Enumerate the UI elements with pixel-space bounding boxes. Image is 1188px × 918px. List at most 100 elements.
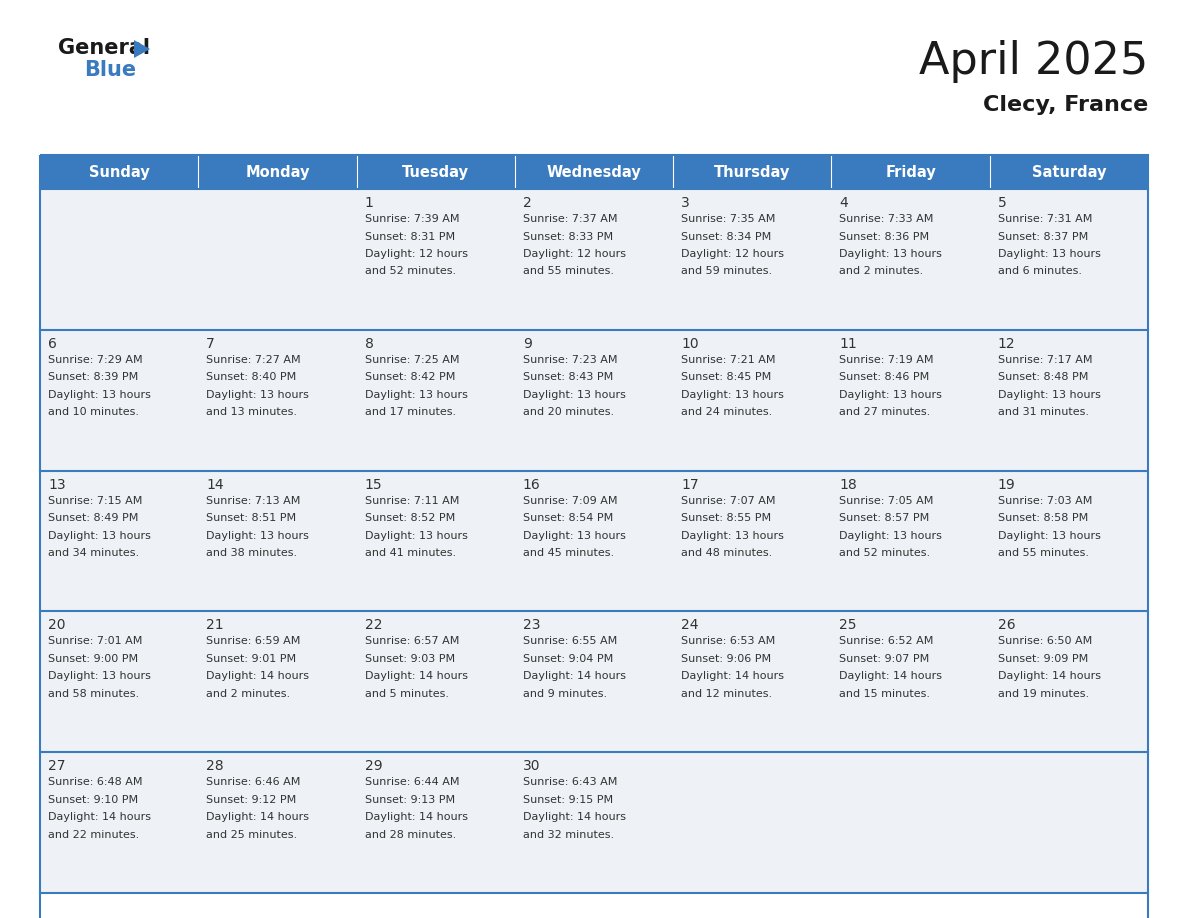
Bar (832, 752, 990, 893)
Bar (514, 611, 674, 752)
Bar (514, 155, 674, 189)
Text: 19: 19 (998, 477, 1016, 492)
Text: 23: 23 (523, 619, 541, 633)
Bar (514, 189, 674, 330)
Bar (356, 189, 514, 330)
Text: General: General (58, 38, 150, 58)
Text: Sunset: 8:45 PM: Sunset: 8:45 PM (681, 373, 771, 382)
Text: 17: 17 (681, 477, 699, 492)
Text: 7: 7 (207, 337, 215, 351)
Bar (356, 155, 514, 189)
Text: 27: 27 (48, 759, 65, 773)
Text: and 34 minutes.: and 34 minutes. (48, 548, 139, 558)
Text: Sunset: 8:52 PM: Sunset: 8:52 PM (365, 513, 455, 523)
Text: Sunset: 9:06 PM: Sunset: 9:06 PM (681, 654, 771, 664)
Text: April 2025: April 2025 (918, 40, 1148, 83)
Text: Sunset: 8:49 PM: Sunset: 8:49 PM (48, 513, 138, 523)
Text: Sunrise: 6:55 AM: Sunrise: 6:55 AM (523, 636, 617, 646)
Text: Sunrise: 7:19 AM: Sunrise: 7:19 AM (840, 354, 934, 364)
Bar (40, 189, 198, 330)
Text: 29: 29 (365, 759, 383, 773)
Text: Daylight: 13 hours: Daylight: 13 hours (998, 249, 1100, 259)
Text: Sunset: 8:31 PM: Sunset: 8:31 PM (365, 231, 455, 241)
Text: 10: 10 (681, 337, 699, 351)
Text: Sunset: 8:48 PM: Sunset: 8:48 PM (998, 373, 1088, 382)
Text: Daylight: 13 hours: Daylight: 13 hours (207, 390, 309, 400)
Text: Sunset: 9:03 PM: Sunset: 9:03 PM (365, 654, 455, 664)
Text: and 38 minutes.: and 38 minutes. (207, 548, 297, 558)
Bar (990, 155, 1148, 189)
Text: Sunset: 9:04 PM: Sunset: 9:04 PM (523, 654, 613, 664)
Text: Sunrise: 6:57 AM: Sunrise: 6:57 AM (365, 636, 459, 646)
Text: 21: 21 (207, 619, 223, 633)
Text: and 52 minutes.: and 52 minutes. (365, 266, 456, 276)
Bar (832, 330, 990, 471)
Text: Daylight: 14 hours: Daylight: 14 hours (840, 671, 942, 681)
Text: Sunset: 8:51 PM: Sunset: 8:51 PM (207, 513, 297, 523)
Text: and 2 minutes.: and 2 minutes. (840, 266, 923, 276)
Text: and 20 minutes.: and 20 minutes. (523, 408, 614, 418)
Text: Daylight: 14 hours: Daylight: 14 hours (681, 671, 784, 681)
Text: 14: 14 (207, 477, 223, 492)
Text: Sunrise: 7:09 AM: Sunrise: 7:09 AM (523, 496, 618, 506)
Text: 1: 1 (365, 196, 373, 210)
Text: Sunset: 9:07 PM: Sunset: 9:07 PM (840, 654, 930, 664)
Text: Clecy, France: Clecy, France (982, 95, 1148, 115)
Text: and 48 minutes.: and 48 minutes. (681, 548, 772, 558)
Text: Daylight: 14 hours: Daylight: 14 hours (365, 671, 468, 681)
Text: Daylight: 14 hours: Daylight: 14 hours (207, 812, 309, 823)
Text: Sunset: 8:36 PM: Sunset: 8:36 PM (840, 231, 929, 241)
Text: and 22 minutes.: and 22 minutes. (48, 830, 139, 840)
Text: and 2 minutes.: and 2 minutes. (207, 688, 290, 699)
Text: Friday: Friday (885, 164, 936, 180)
Text: and 19 minutes.: and 19 minutes. (998, 688, 1089, 699)
Bar (990, 752, 1148, 893)
Text: Sunset: 8:43 PM: Sunset: 8:43 PM (523, 373, 613, 382)
Text: Daylight: 13 hours: Daylight: 13 hours (998, 531, 1100, 541)
Text: Sunset: 9:10 PM: Sunset: 9:10 PM (48, 795, 138, 805)
Bar (674, 155, 832, 189)
Text: Sunset: 8:42 PM: Sunset: 8:42 PM (365, 373, 455, 382)
Text: and 25 minutes.: and 25 minutes. (207, 830, 297, 840)
Text: and 41 minutes.: and 41 minutes. (365, 548, 456, 558)
Text: Sunrise: 7:39 AM: Sunrise: 7:39 AM (365, 214, 459, 224)
Text: and 12 minutes.: and 12 minutes. (681, 688, 772, 699)
Text: Daylight: 13 hours: Daylight: 13 hours (523, 531, 626, 541)
Text: Daylight: 14 hours: Daylight: 14 hours (365, 812, 468, 823)
Text: and 32 minutes.: and 32 minutes. (523, 830, 614, 840)
Text: Sunrise: 6:59 AM: Sunrise: 6:59 AM (207, 636, 301, 646)
Text: Sunset: 9:01 PM: Sunset: 9:01 PM (207, 654, 297, 664)
Text: 16: 16 (523, 477, 541, 492)
Text: Sunrise: 7:05 AM: Sunrise: 7:05 AM (840, 496, 934, 506)
Text: Monday: Monday (245, 164, 310, 180)
Text: Daylight: 13 hours: Daylight: 13 hours (998, 390, 1100, 400)
Text: and 45 minutes.: and 45 minutes. (523, 548, 614, 558)
Bar (832, 155, 990, 189)
Text: Sunrise: 7:17 AM: Sunrise: 7:17 AM (998, 354, 1092, 364)
Text: 18: 18 (840, 477, 858, 492)
Text: Sunrise: 7:23 AM: Sunrise: 7:23 AM (523, 354, 618, 364)
Text: 3: 3 (681, 196, 690, 210)
Text: Daylight: 14 hours: Daylight: 14 hours (523, 812, 626, 823)
Text: and 10 minutes.: and 10 minutes. (48, 408, 139, 418)
Bar (356, 611, 514, 752)
Text: Saturday: Saturday (1031, 164, 1106, 180)
Bar (674, 752, 832, 893)
Text: and 55 minutes.: and 55 minutes. (523, 266, 614, 276)
Bar (990, 471, 1148, 611)
Text: Sunrise: 7:07 AM: Sunrise: 7:07 AM (681, 496, 776, 506)
Text: Daylight: 13 hours: Daylight: 13 hours (48, 531, 151, 541)
Text: Sunrise: 7:13 AM: Sunrise: 7:13 AM (207, 496, 301, 506)
Bar (832, 611, 990, 752)
Text: Sunset: 8:58 PM: Sunset: 8:58 PM (998, 513, 1088, 523)
Bar (198, 330, 356, 471)
Text: 26: 26 (998, 619, 1016, 633)
Text: and 31 minutes.: and 31 minutes. (998, 408, 1088, 418)
Text: Sunrise: 7:25 AM: Sunrise: 7:25 AM (365, 354, 459, 364)
Text: Sunrise: 7:37 AM: Sunrise: 7:37 AM (523, 214, 618, 224)
Text: Sunrise: 7:31 AM: Sunrise: 7:31 AM (998, 214, 1092, 224)
Text: Sunset: 8:34 PM: Sunset: 8:34 PM (681, 231, 771, 241)
Text: and 24 minutes.: and 24 minutes. (681, 408, 772, 418)
Text: Daylight: 13 hours: Daylight: 13 hours (365, 531, 467, 541)
Text: Sunset: 9:13 PM: Sunset: 9:13 PM (365, 795, 455, 805)
